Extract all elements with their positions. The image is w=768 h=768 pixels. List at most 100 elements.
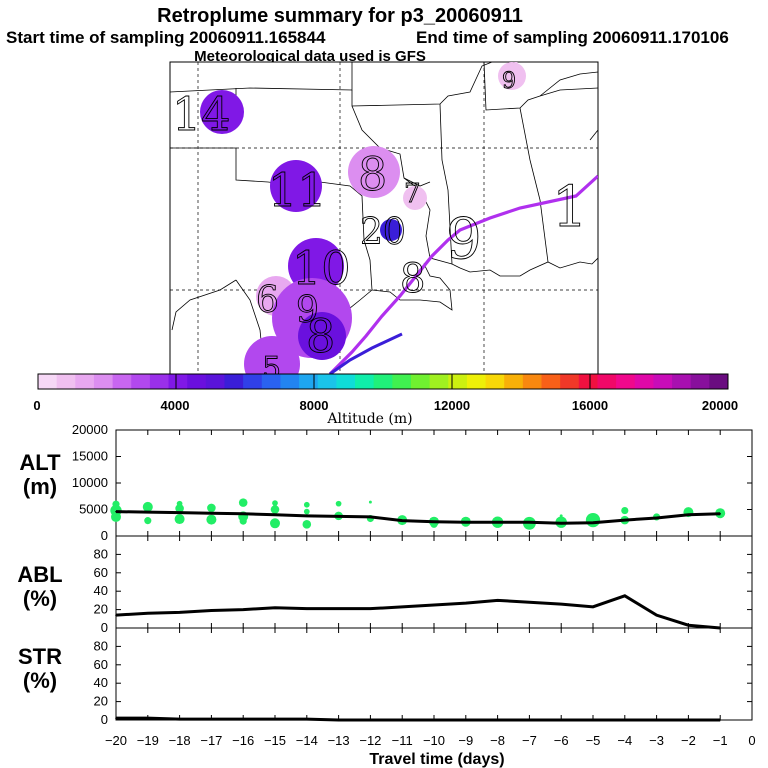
x-axis-label: Travel time (days): [369, 751, 504, 768]
plume-circle: [298, 312, 346, 360]
colorbar-cell: [448, 374, 468, 389]
plume-circle: [200, 90, 244, 134]
data-point: [560, 522, 562, 525]
altitude-dot: [585, 512, 601, 528]
colorbar-cell: [168, 374, 188, 389]
data-point: [337, 719, 340, 721]
colorbar-tick-label: 4000: [161, 398, 190, 413]
colorbar-axis-label: Altitude (m): [326, 411, 412, 427]
data-point: [178, 511, 181, 514]
data-point: [274, 606, 276, 609]
data-point: [433, 604, 435, 606]
y-tick-label: 60: [94, 565, 108, 580]
day-label: 9: [296, 290, 319, 331]
data-point: [401, 519, 404, 522]
data-point: [242, 608, 244, 611]
day-label: 8: [400, 256, 425, 302]
altitude-dot: [239, 517, 247, 525]
colorbar-cell: [299, 374, 319, 389]
colorbar-cell: [75, 374, 95, 389]
panel-ylabel: (m): [23, 474, 57, 499]
colorbar-cell: [149, 374, 170, 389]
day-label: 1: [552, 175, 588, 240]
plume-circle: [498, 62, 526, 90]
day-label: 9: [502, 69, 516, 94]
altitude-dot: [270, 518, 280, 529]
data-point: [560, 603, 562, 605]
x-tick-label: −13: [328, 733, 350, 748]
altitude-colorbar: 0 4000 8000 12000 16000 20000 Altitude (…: [33, 373, 738, 427]
colorbar-tick-label: 0: [33, 398, 40, 413]
data-point: [337, 607, 340, 610]
x-tick-label: −7: [522, 733, 537, 748]
y-tick-label: 0: [101, 528, 108, 543]
data-point: [624, 519, 626, 521]
altitude-dot: [303, 501, 310, 508]
colorbar-cell: [504, 374, 524, 389]
data-point: [465, 602, 467, 604]
x-tick-label: −10: [423, 733, 445, 748]
data-point: [178, 718, 181, 720]
met-data-label: Meteorological data used is GFS: [194, 48, 426, 65]
data-point: [210, 609, 213, 612]
trajectory-main: [328, 174, 598, 374]
data-point: [115, 614, 117, 616]
data-point: [528, 719, 531, 721]
data-point: [306, 607, 308, 610]
y-tick-label: 60: [94, 657, 108, 672]
colorbar-cell: [709, 374, 729, 389]
altitude-dot: [238, 498, 248, 507]
data-point: [592, 521, 594, 524]
altitude-dot: [112, 500, 120, 508]
y-tick-label: 0: [101, 712, 108, 727]
colorbar-cell: [410, 374, 431, 389]
altitude-dot: [142, 501, 153, 512]
data-point: [655, 517, 658, 519]
x-tick-label: −17: [200, 733, 222, 748]
x-tick-label: −3: [649, 733, 664, 748]
data-point: [369, 607, 372, 610]
y-tick-label: 80: [94, 638, 108, 653]
end-time-label: End time of sampling 20060911.170106: [416, 28, 729, 47]
map-day-labels: 14 11 10 9 8 7 8 8 9 1 6 5 20 9: [172, 69, 589, 374]
colorbar-cell: [541, 374, 561, 389]
colorbar-cell: [336, 374, 356, 389]
x-tick-label: −2: [681, 733, 696, 748]
x-tick-label: −5: [586, 733, 601, 748]
colorbar-cell: [317, 374, 337, 389]
data-point: [719, 719, 721, 721]
data-point: [115, 510, 117, 513]
colorbar-cell: [187, 374, 207, 389]
data-point: [624, 719, 626, 721]
colorbar-cell: [205, 374, 225, 389]
data-point: [115, 717, 117, 719]
panel-frame: [115, 429, 753, 721]
data-point: [465, 719, 467, 721]
altitude-dot: [176, 500, 183, 507]
data-point: [624, 595, 626, 597]
str-panel: [115, 628, 753, 722]
colorbar-cell: [560, 374, 580, 389]
x-tick-label: −19: [137, 733, 159, 748]
x-tick-label: −11: [392, 733, 413, 748]
data-point: [687, 514, 690, 516]
y-tick-label: 40: [94, 583, 108, 598]
altitude-dot: [174, 514, 185, 525]
abl-panel: [115, 536, 753, 630]
plume-circle: [348, 146, 400, 198]
day-label: 11: [268, 163, 327, 217]
data-point: [178, 611, 181, 614]
data-point: [147, 511, 149, 513]
colorbar-cell: [597, 374, 617, 389]
series-line: [116, 716, 721, 722]
colorbar-cell: [616, 374, 636, 389]
data-point: [274, 718, 276, 720]
colorbar-cell: [690, 374, 710, 389]
colorbar-cell: [131, 374, 151, 389]
y-tick-label: 20: [94, 602, 108, 617]
data-point: [433, 520, 435, 523]
colorbar-cell: [392, 374, 412, 389]
altitude-dot: [303, 508, 310, 515]
